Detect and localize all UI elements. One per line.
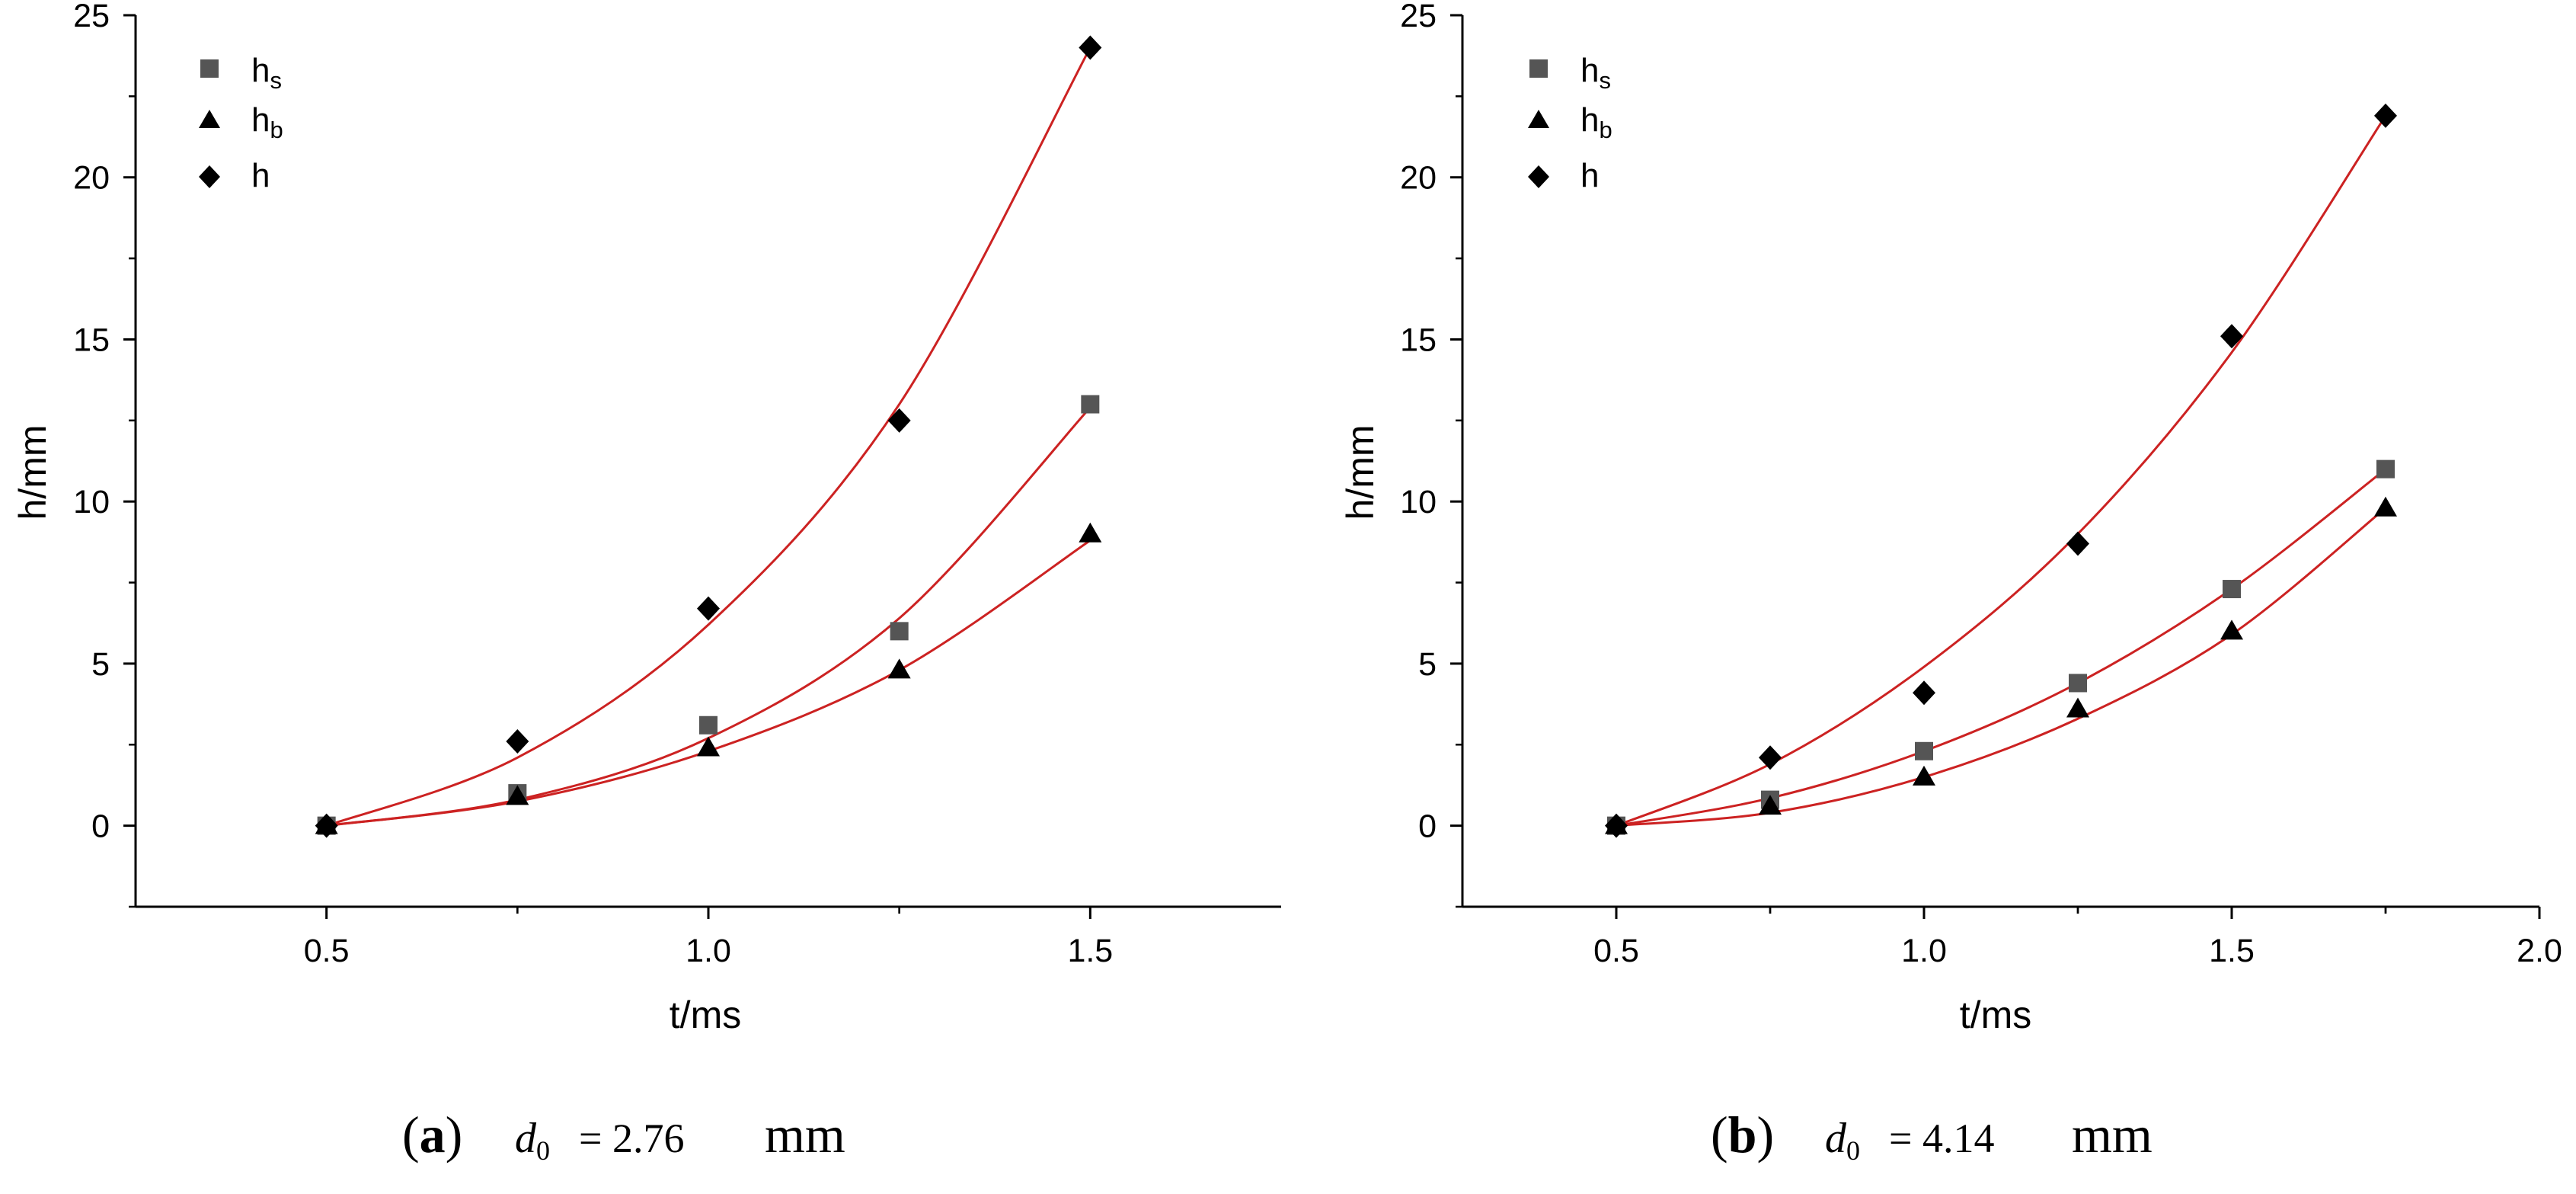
data-point-hs-a <box>699 715 718 735</box>
data-point-hb-b <box>1913 765 1935 786</box>
data-point-h-b <box>2066 531 2089 556</box>
y-tick-label-a: 10 <box>73 484 110 520</box>
data-point-h-b <box>1759 745 1782 770</box>
x-axis-ticks-a: 0.5 1.0 1.5 <box>304 907 1113 969</box>
fit-curve-hb-b <box>1616 507 2386 827</box>
fit-curve-hs-b <box>1616 468 2386 827</box>
y-tick-label-a: 20 <box>73 160 110 197</box>
legend-a: hs hb h <box>199 52 283 194</box>
legend-b: hs hb h <box>1528 52 1612 194</box>
data-point-h-b <box>2220 324 2243 349</box>
caption-variable-a: d0 <box>515 1115 550 1166</box>
plot-area-b <box>1461 15 2539 908</box>
fit-curve-h-a <box>326 46 1091 827</box>
x-tick-label-a: 1.0 <box>686 933 731 969</box>
data-point-h-a <box>887 408 911 433</box>
data-point-hb-b <box>2374 496 2397 517</box>
y-tick-label-b: 15 <box>1400 322 1437 358</box>
data-point-hs-a <box>1081 395 1100 414</box>
data-point-h-b <box>2374 103 2397 128</box>
data-point-hs-b <box>2069 674 2087 693</box>
data-point-hs-b <box>2223 580 2241 599</box>
legend-label-hb-b: hb <box>1580 101 1612 143</box>
legend-item-hs-b: hs <box>1529 52 1611 94</box>
data-point-h-a <box>506 729 529 754</box>
data-point-h-b <box>1605 813 1628 838</box>
chart-panel-b: 0.5 1.0 1.5 2.0 0 5 10 15 20 25 t/ms h/mm hs hb … <box>1339 0 2562 1166</box>
x-tick-label-b: 1.0 <box>1901 933 1947 969</box>
data-point-hb-a <box>506 785 529 805</box>
x-tick-label-b: 0.5 <box>1593 933 1639 969</box>
legend-item-h-b: h <box>1528 157 1599 194</box>
legend-label-hs-b: hs <box>1580 52 1611 94</box>
legend-item-hb-b: hb <box>1528 101 1612 143</box>
y-tick-label-b: 10 <box>1400 484 1437 520</box>
y-tick-label-b: 0 <box>1418 808 1437 845</box>
caption-letter-a: (a) <box>402 1106 462 1164</box>
data-point-hs-b <box>2376 459 2395 479</box>
legend-label-hb-a: hb <box>251 101 283 143</box>
data-points-a <box>315 35 1102 838</box>
caption-a: (a) d0 = 2.76 mm <box>402 1106 845 1166</box>
caption-unit-b: mm <box>2072 1106 2153 1164</box>
x-tick-label-b: 1.5 <box>2209 933 2255 969</box>
x-axis-ticks-b: 0.5 1.0 1.5 2.0 <box>1593 907 2562 969</box>
legend-marker-square-a <box>200 59 219 78</box>
x-tick-label-b: 2.0 <box>2517 933 2562 969</box>
y-tick-label-b: 20 <box>1400 160 1437 197</box>
data-points-b <box>1605 103 2397 838</box>
legend-marker-square-b <box>1529 59 1548 78</box>
legend-label-h-b: h <box>1580 157 1599 194</box>
caption-variable-b: d0 <box>1825 1115 1860 1166</box>
data-point-h-a <box>1079 35 1102 60</box>
fit-curve-hb-a <box>326 539 1091 827</box>
legend-marker-triangle-a <box>199 110 220 128</box>
data-point-hs-b <box>1915 741 1933 760</box>
data-point-hb-b <box>2066 697 2089 718</box>
chart-panel-a: 0.5 1.0 1.5 0 5 10 15 20 25 t/ms h/mm hs hb h (… <box>11 0 1281 1166</box>
data-point-hb-a <box>697 736 720 757</box>
y-tick-label-a: 0 <box>91 808 110 845</box>
legend-marker-diamond-a <box>199 165 220 188</box>
data-point-hb-b <box>2220 619 2243 640</box>
y-axis-ticks-b: 0 5 10 15 20 25 <box>1400 0 1462 908</box>
data-point-hs-a <box>890 622 909 641</box>
fit-curves-b <box>1616 115 2387 827</box>
y-axis-title-b: h/mm <box>1339 425 1382 520</box>
x-axis-title-b: t/ms <box>1960 994 2031 1036</box>
legend-marker-diamond-b <box>1528 165 1549 188</box>
data-point-hb-b <box>1759 795 1782 815</box>
legend-item-hb-a: hb <box>199 101 283 143</box>
caption-value-b: = 4.14 <box>1889 1116 1994 1161</box>
x-axis-title-a: t/ms <box>670 994 741 1036</box>
fit-curves-a <box>326 46 1091 827</box>
x-tick-label-a: 0.5 <box>304 933 350 969</box>
x-tick-label-a: 1.5 <box>1067 933 1113 969</box>
caption-b: (b) d0 = 4.14 mm <box>1711 1106 2153 1166</box>
legend-label-h-a: h <box>251 157 270 194</box>
data-point-hb-a <box>1079 522 1102 543</box>
data-point-h-b <box>1913 680 1935 706</box>
legend-marker-triangle-b <box>1528 110 1549 128</box>
y-tick-label-a: 25 <box>73 0 110 34</box>
caption-letter-b: (b) <box>1711 1106 1774 1164</box>
y-tick-label-b: 25 <box>1400 0 1437 34</box>
legend-item-h-a: h <box>199 157 270 194</box>
legend-label-hs-a: hs <box>251 52 282 94</box>
y-tick-label-b: 5 <box>1418 646 1437 683</box>
caption-value-a: = 2.76 <box>579 1116 684 1161</box>
y-axis-title-a: h/mm <box>11 425 54 520</box>
caption-unit-a: mm <box>765 1106 845 1164</box>
y-tick-label-a: 15 <box>73 322 110 358</box>
y-axis-ticks-a: 0 5 10 15 20 25 <box>73 0 136 908</box>
plot-area-a <box>134 15 1281 908</box>
data-point-h-a <box>315 813 338 838</box>
legend-item-hs-a: hs <box>200 52 282 94</box>
data-point-hb-a <box>887 658 911 679</box>
data-point-h-a <box>697 596 720 621</box>
y-tick-label-a: 5 <box>91 646 110 683</box>
